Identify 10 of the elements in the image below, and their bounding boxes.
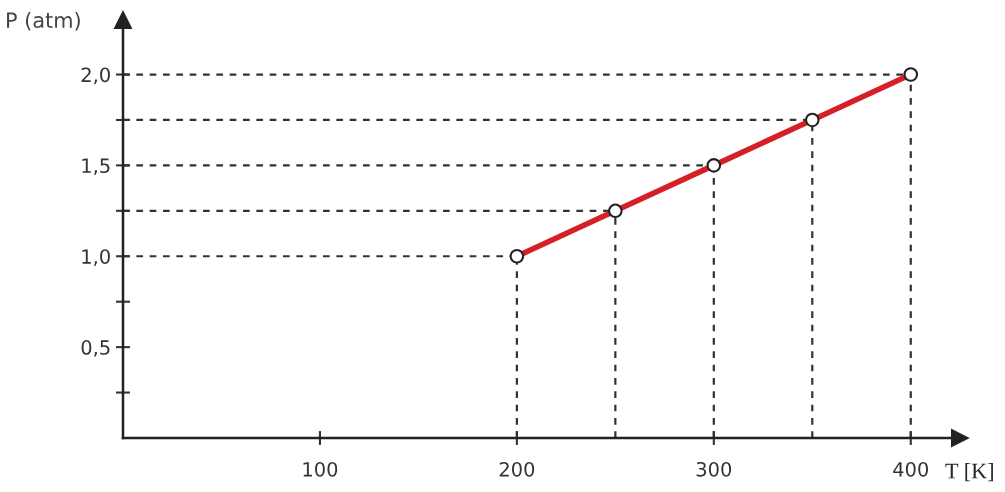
x-tick-label: 400 — [893, 461, 929, 477]
x-tick-label: 300 — [696, 461, 732, 477]
x-tick-label: 100 — [303, 461, 338, 477]
y-axis-title: P (atm) — [7, 11, 80, 31]
y-tick-label: 2,0 — [81, 67, 110, 85]
x-tick-label: 200 — [499, 461, 535, 477]
y-tick-label: 0,5 — [81, 340, 110, 357]
x-axis-title: T [K] — [945, 462, 993, 482]
y-tick-label: 1,5 — [82, 158, 110, 176]
y-tick-label: 1,0 — [82, 249, 110, 266]
